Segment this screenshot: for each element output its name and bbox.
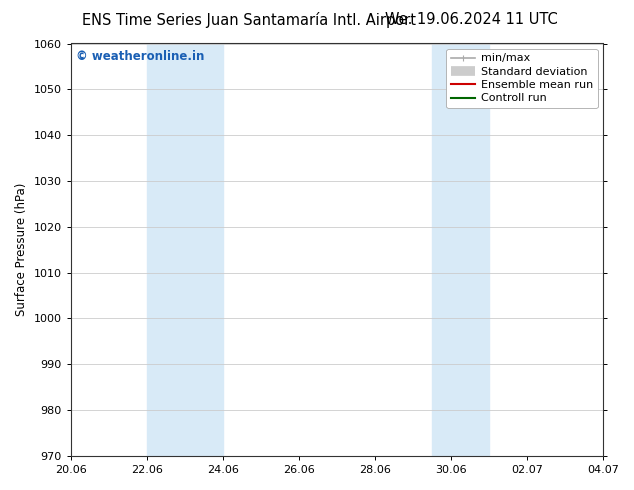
Text: We. 19.06.2024 11 UTC: We. 19.06.2024 11 UTC [385, 12, 558, 27]
Legend: min/max, Standard deviation, Ensemble mean run, Controll run: min/max, Standard deviation, Ensemble me… [446, 49, 597, 108]
Text: © weatheronline.in: © weatheronline.in [76, 49, 204, 63]
Bar [146, 44, 223, 456]
Text: ENS Time Series Juan Santamaría Intl. Airport: ENS Time Series Juan Santamaría Intl. Ai… [82, 12, 417, 28]
Bar [432, 44, 489, 456]
Y-axis label: Surface Pressure (hPa): Surface Pressure (hPa) [15, 183, 28, 317]
